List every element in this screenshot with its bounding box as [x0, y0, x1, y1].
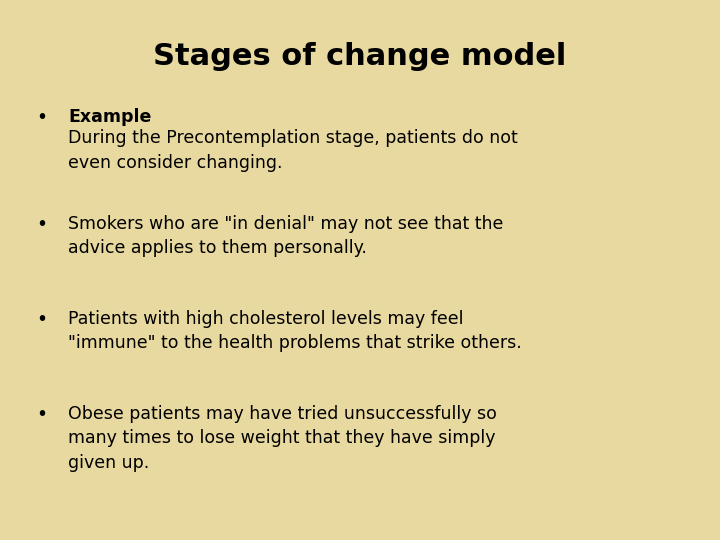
Text: Obese patients may have tried unsuccessfully so
many times to lose weight that t: Obese patients may have tried unsuccessf…	[68, 405, 497, 471]
Text: •: •	[37, 215, 48, 234]
Text: •: •	[37, 108, 48, 127]
Text: During the Precontemplation stage, patients do not
even consider changing.: During the Precontemplation stage, patie…	[68, 130, 518, 172]
Text: Smokers who are "in denial" may not see that the
advice applies to them personal: Smokers who are "in denial" may not see …	[68, 215, 503, 257]
Text: Stages of change model: Stages of change model	[153, 42, 567, 71]
Text: Example: Example	[68, 108, 151, 126]
Text: •: •	[37, 310, 48, 329]
Text: •: •	[37, 405, 48, 424]
Text: Patients with high cholesterol levels may feel
"immune" to the health problems t: Patients with high cholesterol levels ma…	[68, 310, 522, 352]
